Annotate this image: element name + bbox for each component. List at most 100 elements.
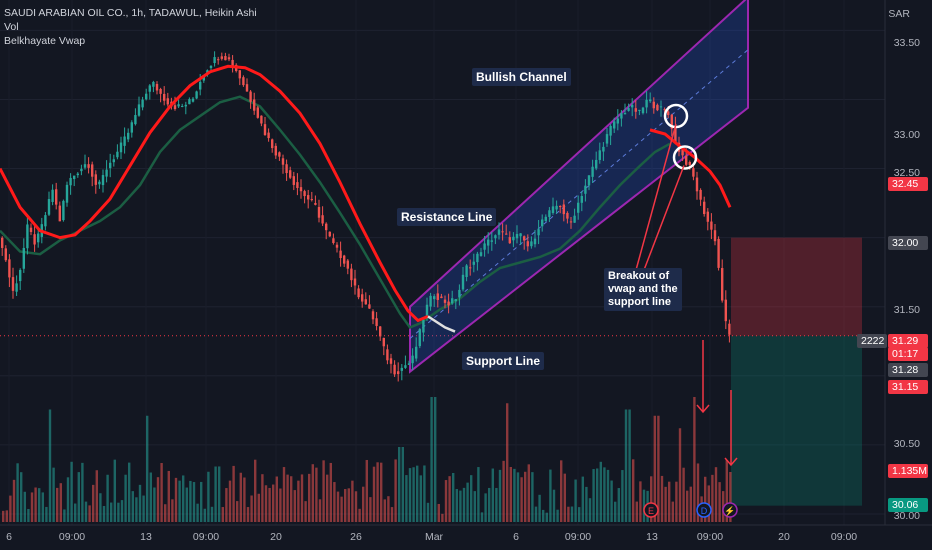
currency-label[interactable]: SAR xyxy=(888,8,910,20)
time-tick: 20 xyxy=(778,531,790,543)
candle-body xyxy=(501,231,504,233)
candle-body xyxy=(51,189,54,202)
candle-body xyxy=(94,174,97,185)
candle-body xyxy=(386,349,389,361)
candle-body xyxy=(195,91,198,99)
volume-indicator-label[interactable]: Vol xyxy=(4,21,19,33)
annotation-support-line[interactable]: Support Line xyxy=(462,352,544,370)
candle-body xyxy=(177,104,180,107)
volume-bar xyxy=(484,493,487,522)
volume-bar xyxy=(729,472,732,522)
stop-level-marker: 32.00 xyxy=(888,236,928,250)
volume-bar xyxy=(527,464,530,522)
candle-body xyxy=(407,363,411,365)
candle-body xyxy=(155,84,159,91)
candle-body xyxy=(33,234,36,245)
volume-bar xyxy=(128,462,131,522)
volume-bar xyxy=(668,481,671,522)
price-tick: 31.50 xyxy=(893,304,920,316)
volume-bar xyxy=(250,495,253,522)
annotation-resistance-line[interactable]: Resistance Line xyxy=(397,208,497,226)
candle-body xyxy=(263,124,267,135)
volume-bar xyxy=(513,468,516,522)
volume-bar xyxy=(99,493,102,522)
annotation-bullish-channel[interactable]: Bullish Channel xyxy=(472,68,571,86)
volume-bar xyxy=(167,470,170,522)
volume-bar xyxy=(257,493,260,522)
volume-bar xyxy=(416,465,419,522)
volume-bar xyxy=(675,481,678,522)
candle-body xyxy=(213,57,216,63)
volume-bar xyxy=(653,415,656,522)
volume-bar xyxy=(300,474,304,522)
volume-bar xyxy=(52,467,55,522)
candle-body xyxy=(8,259,11,278)
volume-bar xyxy=(84,501,88,522)
volume-bar xyxy=(156,477,160,522)
volume-bar xyxy=(434,397,437,522)
candle-body xyxy=(335,244,339,248)
volume-bar xyxy=(236,501,239,522)
volume-bar xyxy=(66,477,70,522)
event-badge-letter: D xyxy=(701,506,708,516)
volume-bar xyxy=(311,464,314,522)
candle-body xyxy=(285,164,288,174)
candle-body xyxy=(451,298,454,304)
candle-body xyxy=(487,239,490,246)
candle-body xyxy=(634,108,637,112)
candle-body xyxy=(685,155,688,165)
vwap-indicator-label[interactable]: Belkhayate Vwap xyxy=(4,35,86,47)
candle-body xyxy=(87,164,90,168)
candle-body xyxy=(346,260,349,269)
volume-bar xyxy=(318,499,322,522)
volume-bar xyxy=(506,403,509,522)
volume-bar xyxy=(473,491,476,522)
volume-bar xyxy=(218,466,221,522)
volume-bar xyxy=(9,495,12,522)
candle-body xyxy=(602,146,605,152)
vwap-tail xyxy=(427,315,456,333)
vwap-line xyxy=(0,64,429,323)
candle-body xyxy=(411,355,414,364)
candle-body xyxy=(152,81,155,87)
candle-body xyxy=(479,252,483,256)
candle-body xyxy=(667,111,670,116)
candle-body xyxy=(343,255,346,264)
candle-body xyxy=(299,187,303,192)
candle-body xyxy=(379,326,382,337)
volume-bar xyxy=(592,469,595,522)
volume-bar xyxy=(221,507,224,522)
candle-body xyxy=(321,215,324,224)
volume-bar xyxy=(282,467,286,522)
candle-body xyxy=(317,207,321,218)
candle-body xyxy=(278,152,281,157)
volume-bar xyxy=(441,513,444,522)
candle-body xyxy=(80,168,83,172)
candle-body xyxy=(256,107,259,118)
volume-bar xyxy=(423,465,426,522)
volume-bar xyxy=(563,473,566,522)
price-tick: 30.50 xyxy=(893,438,920,450)
volume-bar xyxy=(34,487,37,522)
volume-bar xyxy=(30,492,34,522)
candle-body xyxy=(613,121,616,129)
symbol-title[interactable]: SAUDI ARABIAN OIL CO., 1h, TADAWUL, Heik… xyxy=(4,7,257,19)
volume-bar xyxy=(88,505,91,522)
candle-body xyxy=(76,173,79,176)
candle-body xyxy=(134,115,137,125)
candle-body xyxy=(569,221,573,223)
volume-bar xyxy=(596,468,599,522)
volume-bar xyxy=(63,509,66,522)
volume-bar xyxy=(120,500,124,522)
volume-bar xyxy=(272,484,275,522)
annotation-breakout[interactable]: Breakout of vwap and the support line xyxy=(604,268,682,311)
volume-bar xyxy=(358,508,361,522)
volume-bar xyxy=(437,503,440,522)
volume-bar xyxy=(354,491,358,522)
volume-bar xyxy=(581,476,584,522)
target-arrowhead xyxy=(724,457,738,467)
volume-bar xyxy=(380,462,383,522)
volume-bar xyxy=(714,467,718,522)
candle-body xyxy=(400,367,403,371)
